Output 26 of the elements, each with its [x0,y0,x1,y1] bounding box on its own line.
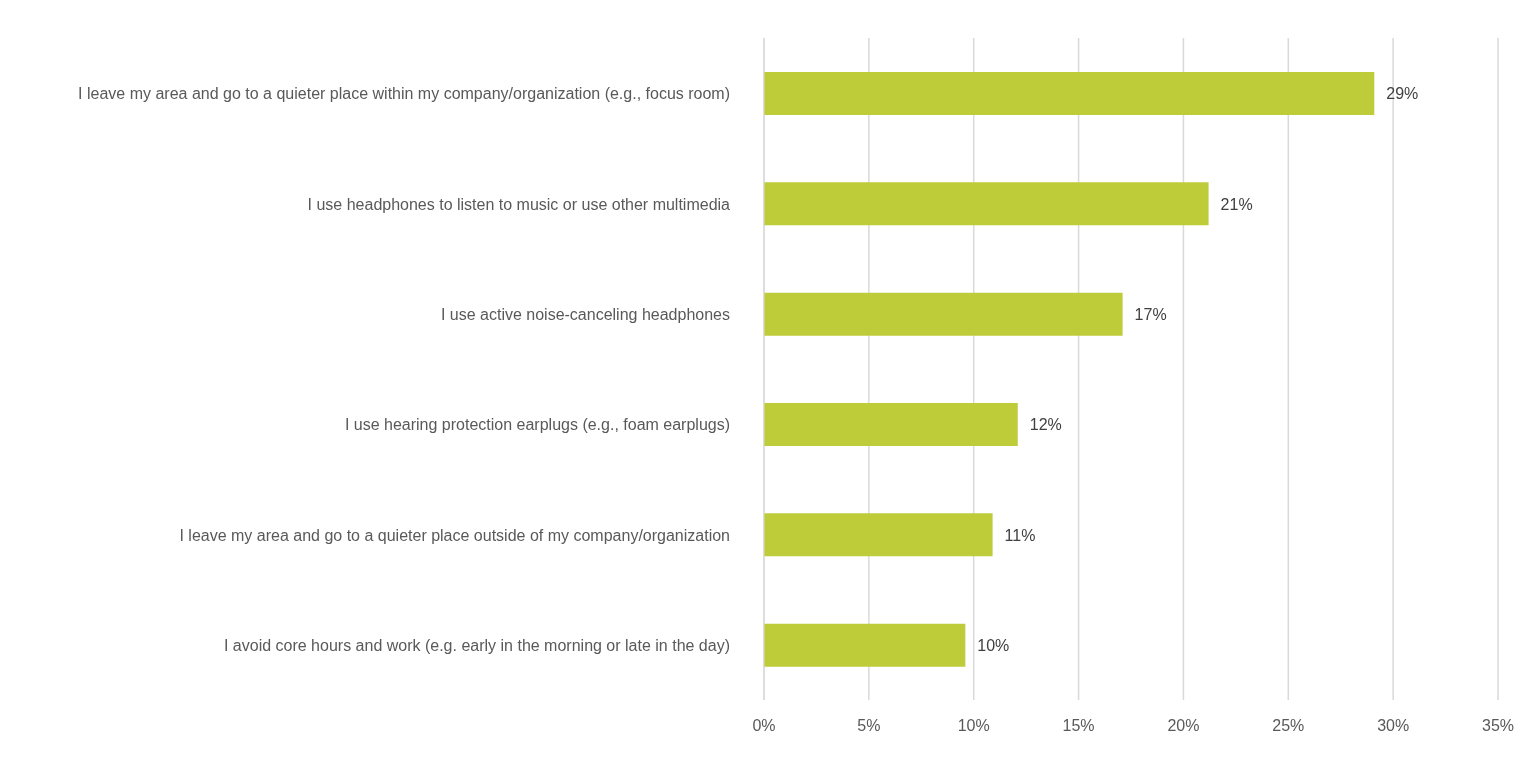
x-tick-label: 15% [1062,717,1095,735]
bar [764,623,966,667]
bar [764,72,1375,115]
x-tick-label: 10% [957,717,990,735]
x-tick-label: 25% [1272,717,1305,735]
bar [764,513,993,557]
data-label: 12% [1029,416,1062,434]
x-tick-label: 0% [752,717,776,735]
y-tick-label: I leave my area and go to a quieter place within my company/organization (e.g., focus room) [78,84,730,102]
data-label: 17% [1134,305,1167,323]
bar [764,292,1123,336]
y-tick-label: I use headphones to listen to music or use other multimedia [307,195,731,212]
data-label: 10% [977,636,1010,654]
y-tick-label: I use hearing protection earplugs (e.g., foam earplugs) [344,415,730,433]
data-label: 29% [1386,85,1419,103]
data-label: 21% [1220,195,1253,213]
x-tick-label: 30% [1377,717,1410,735]
y-tick-label: I avoid core hours and work (e.g. early in the morning or late in the day) [223,636,730,654]
bar [764,403,1018,446]
y-tick-label: I use active noise-canceling headphones [440,305,730,323]
data-label: 11% [1004,526,1036,544]
x-tick-label: 35% [1481,717,1515,735]
bar [764,182,1209,226]
x-tick-label: 5% [857,717,881,735]
y-tick-label: I leave my area and go to a quieter place outside of my company/organization [179,526,730,543]
x-tick-label: 20% [1167,717,1200,735]
